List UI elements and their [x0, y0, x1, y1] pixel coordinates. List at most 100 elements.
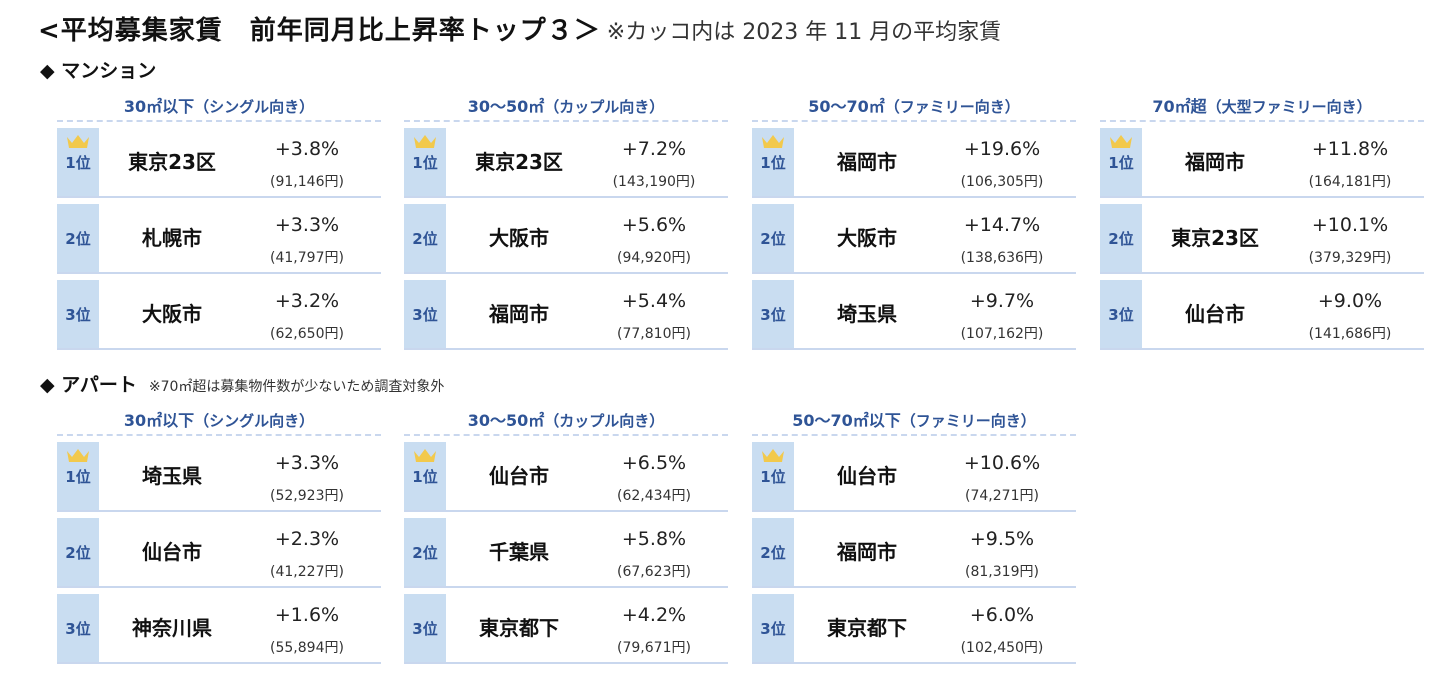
ranking-column: 50～70㎡以下（ファミリー向き） 1位 仙台市 +10.6% (74,271円) 2位 福… — [752, 408, 1076, 664]
rank-cell: 1位 — [752, 128, 794, 196]
section-header: ◆ マンション — [40, 56, 156, 82]
average-rent: (379,329円) — [1308, 250, 1392, 266]
ranking-row: 3位 神奈川県 +1.6% (55,894円) — [57, 594, 381, 664]
increase-rate: +11.8% — [1311, 138, 1389, 160]
section-name: ◆ マンション — [40, 60, 157, 82]
rank-label: 2位 — [412, 544, 438, 562]
ranking-row: 1位 埼玉県 +3.3% (52,923円) — [57, 442, 381, 512]
rank-label: 3位 — [760, 620, 786, 638]
rank-cell: 2位 — [404, 518, 446, 586]
city-name: 福岡市 — [489, 302, 549, 326]
crown-icon — [762, 449, 784, 462]
rank-cell: 3位 — [57, 594, 99, 662]
increase-rate: +3.3% — [274, 452, 340, 474]
average-rent: (107,162円) — [960, 326, 1044, 342]
rank-label: 1位 — [65, 154, 91, 172]
increase-rate: +3.8% — [274, 138, 340, 160]
rank-label: 2位 — [760, 544, 786, 562]
column-title-target: （カップル向き） — [544, 412, 665, 430]
column-title-target: （カップル向き） — [544, 98, 665, 116]
rank-label: 1位 — [65, 468, 91, 486]
average-rent: (67,623円) — [617, 564, 691, 580]
rank-label: 3位 — [65, 306, 91, 324]
average-rent: (41,797円) — [270, 250, 344, 266]
rank-label: 3位 — [65, 620, 91, 638]
increase-rate: +6.5% — [621, 452, 687, 474]
rank-label: 3位 — [1108, 306, 1134, 324]
city-name: 仙台市 — [489, 464, 549, 488]
increase-rate: +4.2% — [621, 604, 687, 626]
city-name: 札幌市 — [142, 226, 202, 250]
increase-rate: +1.6% — [274, 604, 340, 626]
increase-rate: +2.3% — [274, 528, 340, 550]
ranking-row: 3位 埼玉県 +9.7% (107,162円) — [752, 280, 1076, 350]
average-rent: (106,305円) — [960, 174, 1044, 190]
city-name: 千葉県 — [489, 540, 549, 564]
ranking-column: 30～50㎡（カップル向き） 1位 仙台市 +6.5% (62,434円) 2位 千葉県 +5… — [404, 408, 728, 664]
column-title: 30～50㎡（カップル向き） — [404, 408, 728, 436]
ranking-row: 1位 東京23区 +7.2% (143,190円) — [404, 128, 728, 198]
crown-icon — [414, 449, 436, 462]
column-title-target: （ファミリー向き） — [900, 412, 1036, 430]
city-name: 神奈川県 — [132, 616, 212, 640]
column-title-target: （ファミリー向き） — [884, 98, 1020, 116]
column-title-size: 30～50㎡ — [467, 411, 545, 430]
increase-rate: +9.0% — [1317, 290, 1383, 312]
average-rent: (102,450円) — [960, 640, 1044, 656]
rank-cell: 2位 — [57, 518, 99, 586]
column-title-size: 70㎡超 — [1152, 97, 1207, 116]
city-name: 福岡市 — [837, 540, 897, 564]
title-main: <平均募集家賃 前年同月比上昇率トップ３＞ — [38, 16, 601, 46]
average-rent: (77,810円) — [617, 326, 691, 342]
rank-cell: 1位 — [57, 442, 99, 510]
ranking-row: 2位 札幌市 +3.3% (41,797円) — [57, 204, 381, 274]
rank-label: 2位 — [65, 544, 91, 562]
rank-cell: 2位 — [752, 204, 794, 272]
ranking-row: 1位 東京23区 +3.8% (91,146円) — [57, 128, 381, 198]
rank-cell: 3位 — [752, 594, 794, 662]
city-name: 東京23区 — [475, 150, 563, 174]
column-title: 70㎡超（大型ファミリー向き） — [1100, 94, 1424, 122]
column-title: 30～50㎡（カップル向き） — [404, 94, 728, 122]
ranking-row: 2位 大阪市 +14.7% (138,636円) — [752, 204, 1076, 274]
column-title-size: 50～70㎡ — [808, 97, 885, 116]
rank-label: 1位 — [760, 154, 786, 172]
average-rent: (94,920円) — [617, 250, 691, 266]
ranking-column: 50～70㎡（ファミリー向き） 1位 福岡市 +19.6% (106,305円) 2位 大阪… — [752, 94, 1076, 350]
increase-rate: +10.1% — [1311, 214, 1389, 236]
rank-label: 2位 — [412, 230, 438, 248]
increase-rate: +9.7% — [969, 290, 1035, 312]
section-name: ◆ アパート — [40, 374, 137, 396]
increase-rate: +3.2% — [274, 290, 340, 312]
average-rent: (91,146円) — [270, 174, 344, 190]
column-title-size: 50～70㎡以下 — [792, 411, 901, 430]
city-name: 仙台市 — [837, 464, 897, 488]
ranking-row: 3位 東京都下 +4.2% (79,671円) — [404, 594, 728, 664]
city-name: 東京23区 — [1171, 226, 1259, 250]
crown-icon — [67, 135, 89, 148]
rank-cell: 3位 — [752, 280, 794, 348]
column-title-target: （大型ファミリー向き） — [1206, 98, 1372, 116]
city-name: 東京23区 — [128, 150, 216, 174]
ranking-row: 3位 福岡市 +5.4% (77,810円) — [404, 280, 728, 350]
rank-label: 1位 — [760, 468, 786, 486]
ranking-row: 1位 福岡市 +11.8% (164,181円) — [1100, 128, 1424, 198]
city-name: 福岡市 — [1185, 150, 1245, 174]
increase-rate: +9.5% — [969, 528, 1035, 550]
city-name: 福岡市 — [837, 150, 897, 174]
city-name: 大阪市 — [489, 226, 549, 250]
column-title-size: 30㎡以下 — [123, 411, 195, 430]
column-title: 50～70㎡（ファミリー向き） — [752, 94, 1076, 122]
ranking-column: 30～50㎡（カップル向き） 1位 東京23区 +7.2% (143,190円) 2位 大阪… — [404, 94, 728, 350]
average-rent: (141,686円) — [1308, 326, 1392, 342]
crown-icon — [414, 135, 436, 148]
ranking-column: 30㎡以下（シングル向き） 1位 埼玉県 +3.3% (52,923円) 2位 仙台市 +2.… — [57, 408, 381, 664]
rank-cell: 3位 — [404, 280, 446, 348]
page-title: <平均募集家賃 前年同月比上昇率トップ３＞ ※カッコ内は 2023 年 11 月… — [38, 10, 1001, 46]
city-name: 大阪市 — [837, 226, 897, 250]
city-name: 東京都下 — [479, 616, 559, 640]
average-rent: (41,227円) — [270, 564, 344, 580]
average-rent: (74,271円) — [965, 488, 1039, 504]
ranking-row: 1位 福岡市 +19.6% (106,305円) — [752, 128, 1076, 198]
section-header: ◆ アパート ※70㎡超は募集物件数が少ないため調査対象外 — [40, 370, 444, 396]
